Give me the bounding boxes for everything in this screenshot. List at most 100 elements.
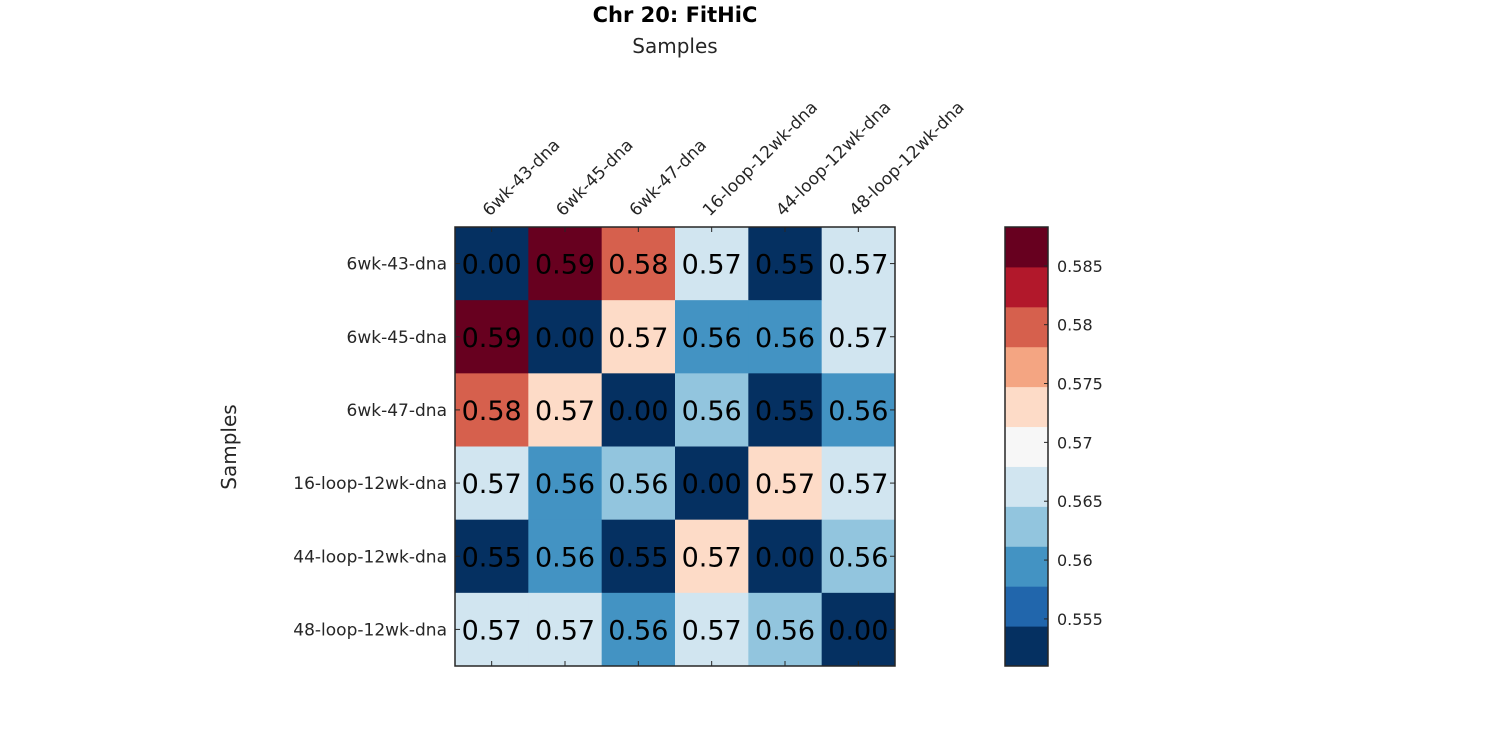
chart-title: Chr 20: FitHiC — [593, 3, 758, 27]
y-tick-labels: 6wk-43-dna 6wk-45-dna 6wk-47-dna 16-loop-12… — [293, 255, 895, 640]
cell-value-label: 0.00 — [535, 323, 595, 354]
colorbar-band — [1005, 426, 1048, 467]
cell-value-label: 0.56 — [535, 469, 595, 500]
cell-value-label: 0.56 — [755, 615, 815, 646]
heatmap-cell — [601, 373, 676, 447]
cell-value-label: 0.56 — [682, 323, 742, 354]
colorbar-band — [1005, 586, 1048, 627]
cell-value-label: 0.55 — [608, 542, 668, 573]
cell-value-label: 0.55 — [755, 396, 815, 427]
colorbar-tick-label: 0.555 — [1057, 610, 1103, 629]
heatmap-cell — [601, 300, 676, 374]
heatmap-cell — [528, 300, 603, 374]
cell-value-label: 0.56 — [608, 615, 668, 646]
y-tick-label: 44-loop-12wk-dna — [293, 547, 447, 567]
heatmap-cell — [455, 446, 529, 521]
cell-value-label: 0.57 — [682, 250, 742, 281]
y-tick-label: 16-loop-12wk-dna — [293, 474, 447, 494]
cell-value-label: 0.57 — [828, 250, 888, 281]
cell-value-label: 0.56 — [682, 396, 742, 427]
cell-value-label: 0.57 — [535, 615, 595, 646]
colorbar-band — [1005, 306, 1048, 348]
colorbar-band — [1005, 546, 1048, 587]
heatmap-cell — [528, 519, 603, 594]
cell-value-label: 0.57 — [462, 615, 522, 646]
heatmap-cells — [455, 227, 896, 667]
colorbar-tick-label: 0.565 — [1057, 492, 1103, 511]
heatmap-cell — [601, 592, 676, 667]
heatmap-cell — [748, 227, 823, 301]
heatmap-cell — [821, 446, 896, 521]
cell-value-label: 0.59 — [535, 250, 595, 281]
cell-value-label: 0.57 — [682, 542, 742, 573]
colorbar-frame — [1004, 226, 1049, 667]
heatmap-cell — [675, 592, 749, 667]
heatmap-cell — [748, 373, 823, 447]
cell-value-label: 0.58 — [462, 396, 522, 427]
cell-value-label: 0.00 — [755, 542, 815, 573]
colorbar-band — [1005, 386, 1048, 428]
heatmap-cell — [748, 519, 823, 594]
heatmap-cell — [455, 519, 529, 594]
colorbar: 0.555 0.56 0.565 0.57 0.575 0.58 0.585 — [1004, 226, 1103, 667]
heatmap-cell — [675, 300, 749, 374]
heatmap-cell — [675, 373, 749, 447]
cell-value-label: 0.58 — [608, 250, 668, 281]
heatmap-cell — [455, 300, 529, 374]
cell-value-label: 0.56 — [535, 542, 595, 573]
cell-value-label: 0.56 — [828, 396, 888, 427]
colorbar-band — [1005, 626, 1048, 667]
heatmap-cell-labels: 0.00 0.59 0.58 0.57 0.55 0.57 0.59 0.00 0.57 0.56… — [462, 250, 889, 647]
x-axis-label: Samples — [632, 34, 717, 58]
heatmap-cell — [455, 373, 529, 447]
y-tick-label: 6wk-47-dna — [347, 401, 447, 421]
y-tick-label: 6wk-43-dna — [347, 255, 447, 275]
colorbar-tick-label: 0.585 — [1057, 257, 1103, 276]
heatmap-cell — [821, 519, 896, 594]
heatmap-cell — [528, 227, 603, 301]
x-tick-label: 6wk-47-dna — [626, 135, 711, 220]
x-tick-label: 6wk-45-dna — [552, 135, 637, 220]
heatmap-frame — [454, 226, 896, 667]
colorbar-band — [1005, 466, 1048, 507]
heatmap-cell — [675, 227, 749, 301]
heatmap-cell — [528, 446, 603, 521]
cell-value-label: 0.00 — [828, 615, 888, 646]
colorbar-band — [1005, 266, 1048, 308]
colorbar-tick-label: 0.56 — [1057, 551, 1093, 570]
cell-value-label: 0.56 — [608, 469, 668, 500]
cell-value-label: 0.59 — [462, 323, 522, 354]
heatmap-cell — [528, 373, 603, 447]
cell-value-label: 0.00 — [682, 469, 742, 500]
heatmap-cell — [601, 519, 676, 594]
heatmap-cell — [748, 300, 823, 374]
colorbar-tick-label: 0.57 — [1057, 433, 1093, 452]
y-axis-label: Samples — [217, 404, 241, 489]
colorbar-tick-label: 0.58 — [1057, 316, 1093, 335]
cell-value-label: 0.57 — [828, 323, 888, 354]
cell-value-label: 0.57 — [828, 469, 888, 500]
x-tick-label: 6wk-43-dna — [479, 135, 564, 220]
cell-value-label: 0.56 — [828, 542, 888, 573]
colorbar-band — [1005, 227, 1048, 268]
heatmap-cell — [455, 227, 529, 301]
heatmap-cell — [821, 373, 896, 447]
cell-value-label: 0.00 — [608, 396, 668, 427]
heatmap-cell — [675, 446, 749, 521]
heatmap-cell — [601, 227, 676, 301]
heatmap-cell — [821, 592, 896, 667]
colorbar-band — [1005, 346, 1048, 388]
cell-value-label: 0.57 — [535, 396, 595, 427]
colorbar-band — [1005, 506, 1048, 547]
y-tick-label: 6wk-45-dna — [347, 328, 447, 348]
heatmap-cell — [821, 227, 896, 301]
cell-value-label: 0.57 — [682, 615, 742, 646]
cell-value-label: 0.55 — [462, 542, 522, 573]
y-tick-label: 48-loop-12wk-dna — [293, 620, 447, 640]
cell-value-label: 0.57 — [462, 469, 522, 500]
heatmap-cell — [528, 592, 603, 667]
heatmap-cell — [455, 592, 529, 667]
heatmap-cell — [748, 446, 823, 521]
cell-value-label: 0.00 — [462, 250, 522, 281]
